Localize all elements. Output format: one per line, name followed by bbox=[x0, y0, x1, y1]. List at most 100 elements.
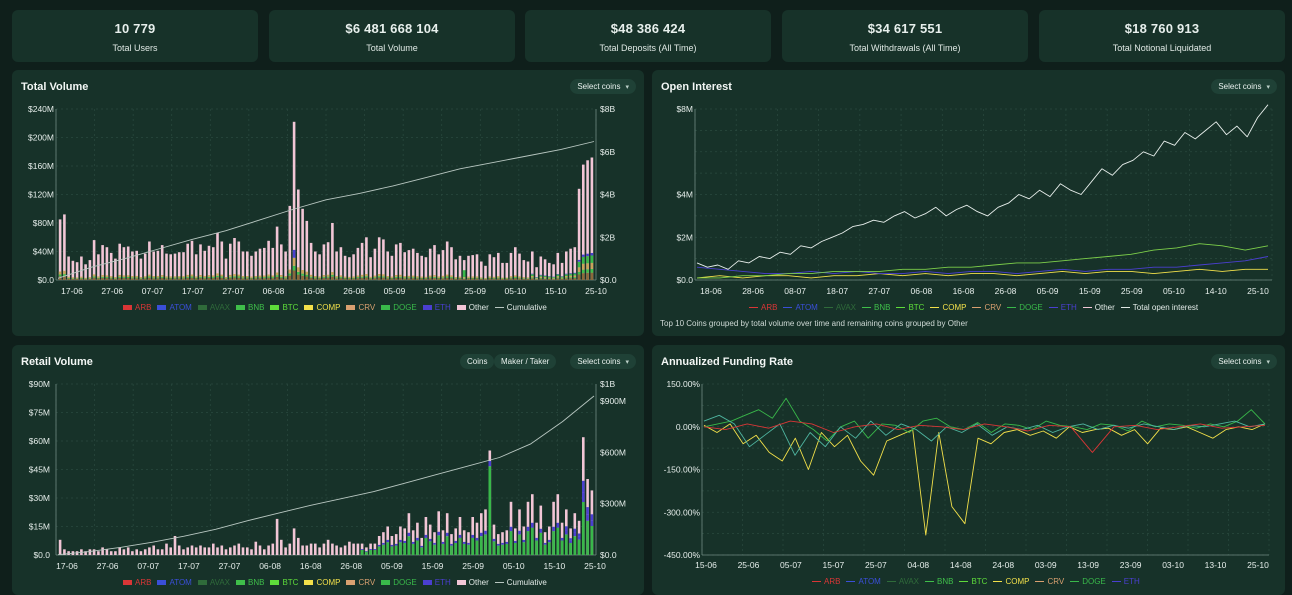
bar-segment bbox=[467, 279, 470, 281]
bar-segment bbox=[357, 278, 360, 280]
retail-bar bbox=[357, 544, 360, 555]
legend-item[interactable]: BTC bbox=[270, 303, 298, 312]
retail-bar bbox=[233, 546, 236, 556]
bar-segment bbox=[386, 277, 389, 278]
legend-label: CRV bbox=[984, 303, 1001, 312]
bar-segment bbox=[535, 277, 538, 278]
legend-item[interactable]: ARB bbox=[749, 303, 777, 312]
bar-segment bbox=[301, 276, 304, 280]
volume-bar bbox=[195, 254, 198, 280]
legend-item[interactable]: Other bbox=[457, 303, 489, 312]
retail-bar bbox=[276, 519, 279, 555]
bar-segment bbox=[335, 276, 338, 277]
y-tick-label: $300M bbox=[600, 499, 626, 509]
legend-item[interactable]: DOGE bbox=[1007, 303, 1043, 312]
legend-swatch bbox=[887, 581, 896, 582]
bar-segment bbox=[118, 278, 121, 280]
bar-segment bbox=[135, 276, 138, 278]
legend-item[interactable]: ARB bbox=[812, 577, 840, 586]
legend-item[interactable]: BNB bbox=[236, 303, 264, 312]
legend-item[interactable]: BTC bbox=[896, 303, 924, 312]
bar-segment bbox=[101, 275, 104, 277]
x-tick-label: 14-10 bbox=[1205, 286, 1227, 296]
legend-label: ETH bbox=[435, 303, 451, 312]
legend-item[interactable]: DOGE bbox=[381, 303, 417, 312]
x-tick-label: 25-10 bbox=[1247, 286, 1269, 296]
bar-segment bbox=[323, 277, 326, 278]
bar-segment bbox=[523, 277, 526, 278]
bar-segment bbox=[89, 279, 92, 280]
volume-bar bbox=[484, 266, 487, 280]
stat-value: $6 481 668 104 bbox=[269, 21, 515, 36]
volume-bar bbox=[276, 227, 279, 280]
bar-segment bbox=[535, 278, 538, 279]
legend-item[interactable]: ETH bbox=[1049, 303, 1077, 312]
legend-item[interactable]: ATOM bbox=[157, 303, 191, 312]
bar-segment bbox=[586, 273, 589, 280]
bar-segment bbox=[361, 277, 364, 278]
legend-item[interactable]: ATOM bbox=[783, 303, 817, 312]
volume-bar bbox=[97, 254, 100, 280]
legend-item[interactable]: Cumulative bbox=[495, 303, 547, 312]
bar-segment bbox=[527, 279, 530, 280]
bar-segment bbox=[484, 531, 487, 535]
volume-bar bbox=[374, 249, 377, 280]
stat-value: $34 617 551 bbox=[782, 21, 1028, 36]
bar-segment bbox=[127, 275, 130, 277]
bar-segment bbox=[378, 276, 381, 277]
volume-bar bbox=[250, 256, 253, 280]
retail-bar bbox=[131, 551, 134, 555]
bar-segment bbox=[250, 278, 253, 279]
legend-item[interactable]: BNB bbox=[925, 577, 953, 586]
y-tick-label: $2B bbox=[600, 232, 615, 242]
legend-item[interactable]: DOGE bbox=[1070, 577, 1106, 586]
bar-segment bbox=[293, 266, 296, 271]
bar-segment bbox=[514, 278, 517, 280]
legend-item[interactable]: COMP bbox=[304, 303, 340, 312]
legend-item[interactable]: BTC bbox=[959, 577, 987, 586]
legend-item[interactable]: AVAX bbox=[887, 577, 919, 586]
retail-bar bbox=[340, 547, 343, 555]
legend-item[interactable]: AVAX bbox=[824, 303, 856, 312]
legend-item[interactable]: CRV bbox=[346, 303, 375, 312]
bar-segment bbox=[365, 552, 368, 555]
legend-item[interactable]: ATOM bbox=[846, 577, 880, 586]
legend-item[interactable]: ETH bbox=[423, 303, 451, 312]
bar-segment bbox=[182, 276, 185, 277]
bar-segment bbox=[174, 278, 177, 279]
bar-segment bbox=[497, 546, 500, 555]
legend-item[interactable]: COMP bbox=[993, 577, 1029, 586]
legend-item[interactable]: BNB bbox=[862, 303, 890, 312]
bar-segment bbox=[395, 544, 398, 546]
legend-item[interactable]: CRV bbox=[1035, 577, 1064, 586]
bar-segment bbox=[437, 279, 440, 281]
legend-item[interactable]: Other bbox=[1083, 303, 1115, 312]
x-tick-label: 15-06 bbox=[695, 560, 717, 570]
volume-bar bbox=[365, 237, 368, 280]
bar-segment bbox=[386, 276, 389, 277]
bar-segment bbox=[506, 279, 509, 280]
bar-segment bbox=[420, 546, 423, 547]
bar-segment bbox=[152, 277, 155, 278]
bar-segment bbox=[471, 535, 474, 538]
bar-segment bbox=[591, 269, 594, 273]
legend-swatch bbox=[972, 307, 981, 308]
legend-item[interactable]: ARB bbox=[123, 303, 151, 312]
legend-swatch bbox=[846, 581, 855, 582]
bar-segment bbox=[144, 276, 147, 277]
bar-segment bbox=[144, 278, 147, 279]
bar-segment bbox=[369, 277, 372, 278]
legend-item[interactable]: CRV bbox=[972, 303, 1001, 312]
legend-item[interactable]: ETH bbox=[1112, 577, 1140, 586]
y-tick-label: $0.0 bbox=[37, 275, 54, 285]
y-tick-label: $4B bbox=[600, 190, 615, 200]
bar-segment bbox=[191, 277, 194, 278]
legend-item[interactable]: COMP bbox=[930, 303, 966, 312]
bar-segment bbox=[476, 278, 479, 279]
legend-item[interactable]: Total open interest bbox=[1121, 303, 1198, 312]
legend-item[interactable]: AVAX bbox=[198, 303, 230, 312]
bar-segment bbox=[352, 279, 355, 281]
bar-segment bbox=[306, 277, 309, 281]
bar-segment bbox=[161, 275, 164, 277]
bar-segment bbox=[514, 541, 517, 543]
